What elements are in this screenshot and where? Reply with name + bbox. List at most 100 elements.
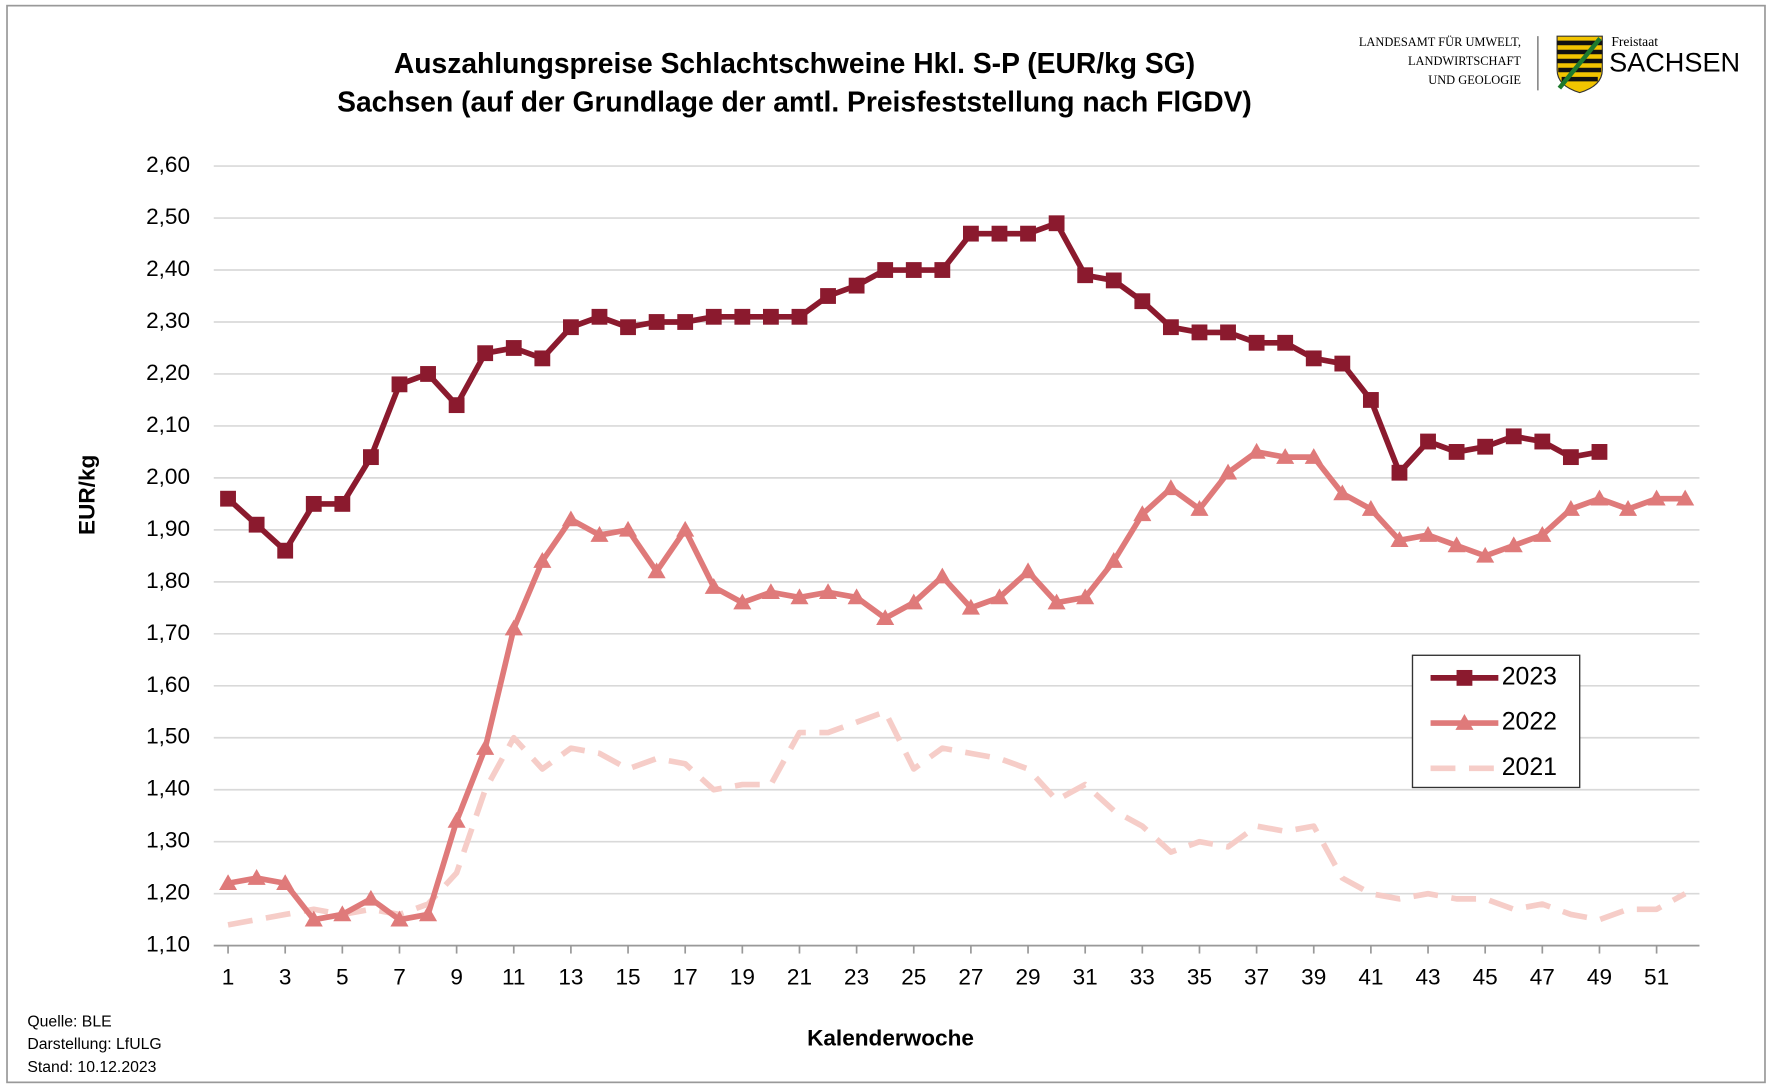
marker — [220, 490, 236, 507]
marker — [819, 583, 838, 600]
marker — [505, 340, 522, 356]
marker — [1248, 334, 1265, 351]
marker — [619, 520, 638, 537]
marker — [1534, 433, 1551, 450]
logo-shield — [1556, 35, 1603, 94]
marker — [277, 542, 294, 559]
x-tick-label: 21 — [787, 964, 812, 989]
marker — [820, 288, 836, 304]
legend-label: 2022 — [1502, 709, 1557, 736]
x-tick-label: 47 — [1530, 964, 1555, 989]
marker — [877, 262, 894, 278]
marker — [1133, 505, 1152, 522]
marker — [1162, 319, 1179, 336]
marker — [962, 225, 979, 242]
marker — [561, 510, 580, 527]
marker — [334, 495, 351, 512]
logo-text: SACHSEN — [1609, 47, 1740, 78]
marker — [476, 739, 495, 755]
marker — [1647, 489, 1666, 506]
chart-title: Sachsen (auf der Grundlage der amtl. Pre… — [337, 85, 1252, 117]
y-tick-label: 2,00 — [146, 464, 190, 489]
marker — [1077, 267, 1094, 284]
marker — [504, 619, 523, 636]
x-tick-label: 19 — [730, 964, 755, 989]
marker — [1361, 500, 1380, 516]
source-note: Darstellung: LfULG — [27, 1036, 161, 1053]
marker — [1477, 438, 1494, 455]
marker — [590, 526, 609, 542]
marker — [847, 588, 866, 605]
y-tick-label: 1,40 — [146, 776, 190, 801]
marker — [790, 588, 809, 605]
y-tick-label: 1,20 — [146, 880, 190, 905]
marker — [1333, 484, 1352, 501]
x-tick-label: 37 — [1244, 964, 1269, 989]
series-line — [227, 449, 1686, 923]
marker — [1220, 324, 1236, 341]
marker — [420, 366, 436, 382]
y-tick-label: 1,60 — [146, 672, 190, 697]
x-tick-label: 17 — [673, 964, 698, 989]
marker — [1190, 500, 1209, 516]
marker — [961, 598, 980, 615]
marker — [533, 552, 552, 568]
marker — [276, 874, 295, 891]
marker — [1218, 463, 1238, 480]
marker — [934, 262, 951, 278]
y-tick-label: 2,40 — [146, 256, 190, 281]
marker — [477, 345, 494, 362]
x-tick-label: 3 — [279, 964, 292, 989]
source-note: Quelle: BLE — [27, 1014, 111, 1031]
marker — [1448, 444, 1465, 460]
marker — [591, 308, 608, 325]
marker — [1048, 215, 1065, 232]
marker — [304, 910, 323, 927]
marker — [791, 308, 808, 325]
y-tick-label: 2,50 — [146, 204, 190, 229]
legend-label: 2023 — [1502, 663, 1557, 690]
marker — [447, 811, 466, 828]
y-tick-label: 2,30 — [146, 308, 190, 333]
y-tick-label: 1,80 — [146, 568, 190, 593]
marker — [391, 376, 408, 393]
x-tick-label: 43 — [1415, 964, 1440, 989]
marker — [562, 319, 579, 336]
marker — [991, 225, 1008, 242]
marker — [1562, 449, 1579, 466]
marker — [1105, 272, 1122, 289]
chart-title: Auszahlungspreise Schlachtschweine Hkl. … — [394, 47, 1195, 79]
marker — [1420, 433, 1436, 450]
y-tick-label: 1,50 — [146, 724, 190, 749]
marker — [1476, 546, 1495, 563]
x-tick-label: 23 — [844, 964, 869, 989]
marker — [620, 319, 636, 336]
marker — [1104, 552, 1123, 568]
y-tick-label: 1,70 — [146, 620, 190, 645]
marker — [361, 889, 380, 906]
marker — [333, 905, 352, 922]
x-tick-label: 41 — [1358, 964, 1383, 989]
y-tick-label: 1,90 — [146, 516, 190, 541]
marker — [1390, 531, 1409, 548]
x-tick-label: 15 — [615, 964, 640, 989]
marker — [704, 578, 723, 594]
marker — [1561, 500, 1580, 516]
x-tick-label: 25 — [901, 964, 926, 989]
marker — [390, 910, 409, 927]
marker — [219, 874, 238, 891]
legend-label: 2021 — [1502, 754, 1557, 781]
marker — [1191, 324, 1208, 341]
x-tick-label: 13 — [558, 964, 583, 989]
x-tick-label: 51 — [1644, 964, 1669, 989]
source-note: Stand: 10.12.2023 — [27, 1059, 156, 1076]
x-tick-label: 31 — [1073, 964, 1098, 989]
y-axis-title: EUR/kg — [74, 455, 99, 535]
marker — [677, 314, 694, 330]
marker — [904, 593, 923, 610]
y-tick-label: 1,30 — [146, 828, 190, 853]
x-tick-label: 1 — [222, 964, 235, 989]
marker — [1591, 444, 1608, 460]
marker — [1019, 562, 1038, 579]
marker — [1418, 526, 1438, 542]
